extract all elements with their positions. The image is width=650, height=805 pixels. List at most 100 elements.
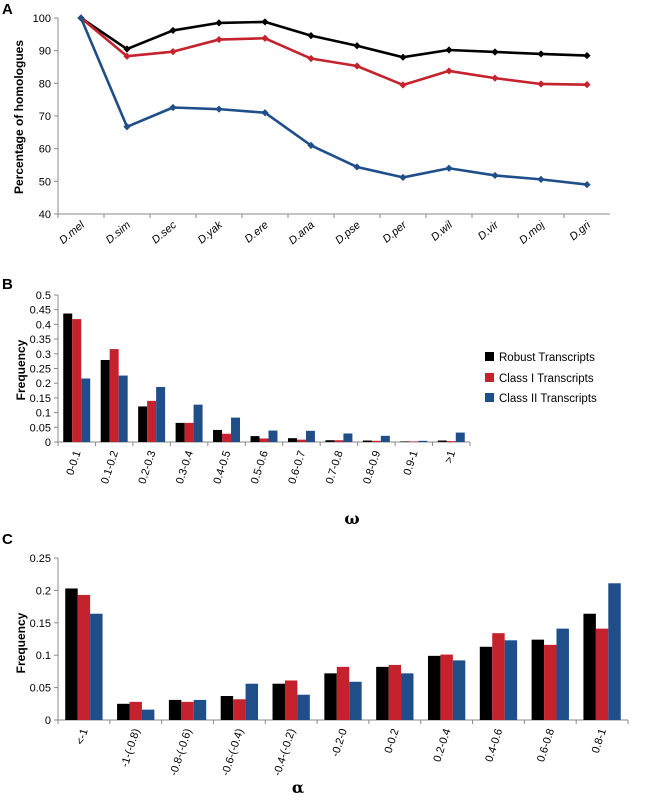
panel-c-bar-robust-transcripts-1 xyxy=(65,588,78,720)
panel-a-y-tick-label: 50 xyxy=(39,176,51,188)
panel-c-bar-robust-transcripts-0-2-0 xyxy=(324,673,337,720)
panel-b-y-tick-label: 0.05 xyxy=(30,422,51,434)
panel-b-y-tick-label: 0.4 xyxy=(36,319,51,331)
panel-b-bar-robust-transcripts-0-4-0-5 xyxy=(213,429,223,442)
panel-b-y-tick-label: 0.1 xyxy=(36,408,51,420)
panel-b-x-tick-label-0-2-0-3: 0.2-0.3 xyxy=(136,449,158,485)
panel-a-data-point xyxy=(307,54,315,63)
panel-a-y-tick-label: 80 xyxy=(39,78,51,90)
panel-b-bar-robust-transcripts-0-1-0-2 xyxy=(100,359,110,442)
panel-c-x-ticks: <-1 -1-(-0.8) -0.8-(-0.6) -0.6-(-0.4) -0.4-(… xyxy=(57,720,629,777)
panel-b-bar-class-ii-transcripts-0-1-0-2 xyxy=(118,375,128,442)
panel-a-x-tick-label-d-per: D.per xyxy=(381,218,410,245)
panel-c-bar-class-i-transcripts-0-4-0-6 xyxy=(492,633,505,720)
panel-b-x-ticks: 0-0.1 0.1-0.2 0.2-0.3 0.3-0.4 0.4-0.5 0.5-0.6… xyxy=(57,442,471,486)
panel-a-data-point xyxy=(491,48,499,56)
panel-a-data-point xyxy=(307,32,315,40)
panel-b-bar-class-i-transcripts-0-4-0-5 xyxy=(222,433,232,442)
panel-c-x-tick-label-0-6-0-8: 0.6-0.8 xyxy=(535,727,557,763)
panel-a-data-point xyxy=(537,80,545,88)
panel-c-bar-robust-transcripts-0-2-0-4 xyxy=(427,655,441,720)
panel-c-bar-robust-transcripts-0-8-0-6 xyxy=(168,699,182,720)
legend-swatch-class-i xyxy=(485,373,494,382)
panel-b-bar-robust-transcripts-0-0-1 xyxy=(63,313,73,442)
panel-b-x-tick-label-0-6-0-7: 0.6-0.7 xyxy=(286,449,308,485)
legend-swatch-class-ii xyxy=(485,393,494,402)
panel-c-bar-robust-transcripts-1-0-8 xyxy=(117,703,130,720)
panel-b-bar-robust-transcripts-0-8-0-9 xyxy=(362,440,372,442)
panel-c-bar-class-i-transcripts-1 xyxy=(77,594,91,720)
panel-b-y-tick-label: 0.25 xyxy=(30,364,51,376)
panel-c-y-tick-label: 0.2 xyxy=(36,585,51,597)
panel-b-bar-robust-transcripts-1 xyxy=(437,440,447,442)
panel-a-ylabel: Percentage of homologues xyxy=(12,40,26,194)
panel-b-label: B xyxy=(2,276,13,293)
panel-a-y-tick-label: 40 xyxy=(39,209,51,221)
panel-b-bar-class-i-transcripts-0-5-0-6 xyxy=(259,438,269,442)
panel-a-x-tick-label-d-sec: D.sec xyxy=(150,219,180,247)
panel-a-x-tick-label-d-mel: D.mel xyxy=(57,219,87,247)
panel-a-x-tick-label-d-yak: D.yak xyxy=(196,219,226,247)
panel-c-bar-class-i-transcripts-0-2-0 xyxy=(336,666,350,720)
panel-c-bar-class-i-transcripts-1-0-8 xyxy=(129,701,142,720)
panel-a-data-point xyxy=(399,53,407,61)
panel-a-data-point xyxy=(77,14,85,22)
panel-b-bar-robust-transcripts-0-7-0-8 xyxy=(325,440,335,442)
panel-a-label: A xyxy=(2,1,13,18)
panel-a-x-tick-label-d-pse: D.pse xyxy=(333,219,363,247)
panel-a-data-point xyxy=(537,175,545,183)
panel-a-data-point xyxy=(261,109,269,117)
legend-label-robust: Robust Transcripts xyxy=(499,352,595,364)
panel-a-data-point xyxy=(169,103,177,112)
panel-c-ylabel: Frequency xyxy=(14,612,28,673)
panel-b-bar-class-ii-transcripts-0-3-0-4 xyxy=(193,404,203,442)
panel-a-x-tick-label-d-vir: D.vir xyxy=(476,218,502,243)
panel-c-y-ticks: 0 0.05 0.1 0.15 0.2 0.25 xyxy=(30,553,58,727)
panel-b-bar-chart: B Frequency ω 0 0.05 0.1 0.15 0.2 0.25 0.3 0.35… xyxy=(2,276,597,528)
panel-a-data-point xyxy=(123,45,131,53)
panel-a-series xyxy=(77,14,591,189)
panel-c-bar-class-ii-transcripts-0-6-0-4 xyxy=(245,683,259,720)
legend-swatch-robust xyxy=(485,352,494,361)
panel-c-y-tick-label: 0.1 xyxy=(36,650,51,662)
panel-c-bar-class-i-transcripts-0-6-0-4 xyxy=(233,699,246,720)
legend: Robust Transcripts Class I Transcripts C… xyxy=(485,352,597,405)
panel-b-x-tick-label-0-7-0-8: 0.7-0.8 xyxy=(324,449,346,485)
panel-b-bar-robust-transcripts-0-3-0-4 xyxy=(175,422,185,442)
panel-a-axes xyxy=(57,18,610,215)
panel-b-x-tick-label-0-5-0-6: 0.5-0.6 xyxy=(249,449,271,485)
panel-c-x-tick-label-0-6-0-4: -0.6-(-0.4) xyxy=(220,727,247,777)
panel-b-bar-robust-transcripts-0-2-0-3 xyxy=(138,406,148,442)
panel-c-x-tick-label-1: <-1 xyxy=(74,727,90,746)
panel-a-data-point xyxy=(353,62,361,70)
panel-b-bar-class-i-transcripts-1 xyxy=(446,441,456,442)
panel-a-data-point xyxy=(537,50,545,58)
panel-a-data-point xyxy=(215,105,223,113)
panel-b-y-ticks: 0 0.05 0.1 0.15 0.2 0.25 0.3 0.35 0.4 0.45 0.5 xyxy=(30,290,58,449)
panel-a-series-line-0 xyxy=(80,16,588,59)
panel-c-x-tick-label-0-4-0-2: -0.4-(-0.2) xyxy=(272,727,299,777)
panel-b-bar-class-i-transcripts-0-1-0-2 xyxy=(109,349,119,442)
panel-b-x-tick-label-1: >1 xyxy=(443,449,458,465)
panel-b-bar-class-ii-transcripts-0-8-0-9 xyxy=(380,435,390,442)
panel-a-x-tick-label-d-wil: D.wil xyxy=(429,219,455,244)
panel-c-x-tick-label-0-4-0-6: 0.4-0.6 xyxy=(483,727,505,763)
panel-b-bar-class-ii-transcripts-0-5-0-6 xyxy=(268,430,278,442)
legend-label-class-ii: Class II Transcripts xyxy=(499,393,597,405)
panel-c-y-tick-label: 0.05 xyxy=(30,683,51,695)
panel-a-data-point xyxy=(123,52,131,60)
panel-a-series-line-1 xyxy=(80,17,588,87)
panel-a-data-point xyxy=(583,181,591,189)
panel-c-bar-robust-transcripts-0-6-0-8 xyxy=(531,639,545,720)
panel-a-data-point xyxy=(215,19,223,27)
panel-b-x-tick-label-0-4-0-5: 0.4-0.5 xyxy=(211,449,233,485)
panel-b-y-tick-label: 0.45 xyxy=(30,305,51,317)
panel-a-x-tick-label-d-gri: D.gri xyxy=(567,219,593,243)
panel-b-y-tick-label: 0.3 xyxy=(36,349,51,361)
panel-a-data-point xyxy=(491,171,499,180)
panel-c-x-tick-label-0-0-2: 0-0.2 xyxy=(383,727,402,755)
panel-b-bar-class-i-transcripts-0-8-0-9 xyxy=(371,440,381,442)
panel-c-bar-robust-transcripts-0-6-0-4 xyxy=(220,696,234,720)
panel-b-bar-class-ii-transcripts-0-7-0-8 xyxy=(343,433,353,442)
panel-a-data-point xyxy=(583,51,591,60)
